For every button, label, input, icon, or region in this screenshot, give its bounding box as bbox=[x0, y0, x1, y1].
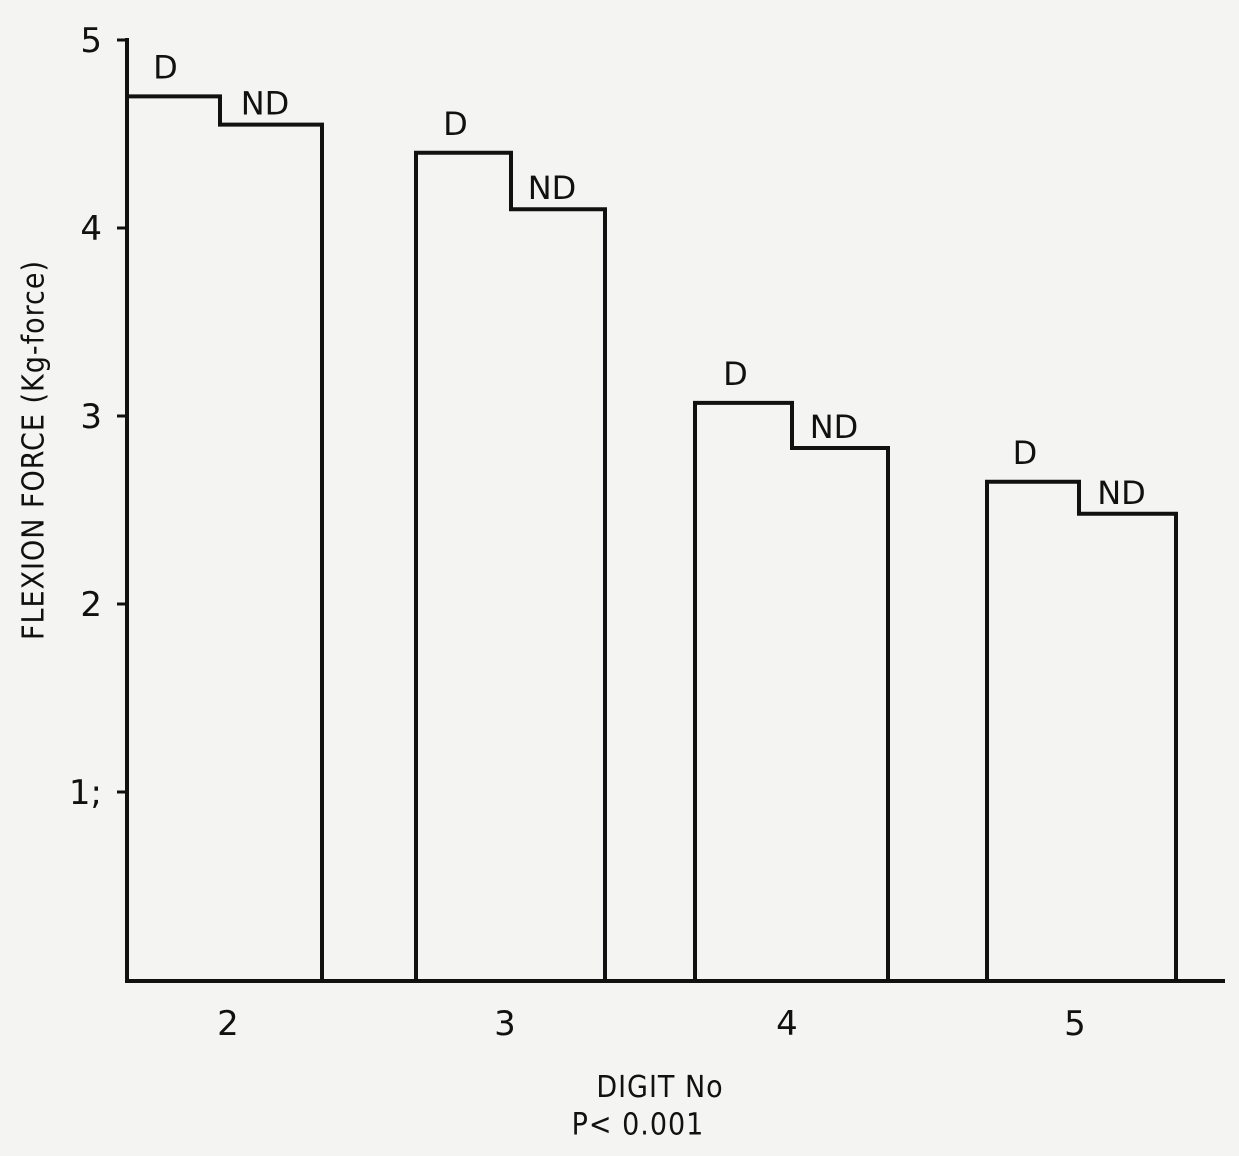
y-tick-label: 4 bbox=[80, 209, 102, 249]
y-tick-label: 2 bbox=[80, 585, 102, 625]
bar-label-d: D bbox=[1013, 434, 1038, 472]
y-tick-label: 1; bbox=[69, 773, 102, 813]
y-axis-label: FLEXION FORCE (Kg-force) bbox=[16, 259, 52, 641]
x-axis-label: DIGIT No bbox=[596, 1070, 724, 1105]
bar-label-d: D bbox=[723, 355, 748, 393]
bar-label-nd: ND bbox=[1097, 474, 1146, 512]
bar-label-nd: ND bbox=[528, 169, 577, 207]
significance-note: P< 0.001 bbox=[571, 1107, 705, 1143]
bar-label-nd: ND bbox=[241, 85, 290, 123]
bar-pair-digit-5 bbox=[985, 479, 1178, 980]
bar-pair-digit-4 bbox=[693, 400, 890, 980]
y-tick-label: 5 bbox=[80, 21, 102, 61]
bar-pair-digit-2 bbox=[125, 94, 324, 980]
x-tick-label: 3 bbox=[494, 1004, 516, 1044]
bar-pair-digit-3 bbox=[414, 150, 607, 980]
x-tick-label: 5 bbox=[1064, 1004, 1086, 1044]
x-tick-label: 2 bbox=[217, 1004, 239, 1044]
x-tick-label: 4 bbox=[776, 1004, 798, 1044]
y-tick-label: 3 bbox=[80, 397, 102, 437]
bar-label-d: D bbox=[153, 48, 178, 86]
bar-label-nd: ND bbox=[810, 408, 859, 446]
bar-label-d: D bbox=[443, 105, 468, 143]
